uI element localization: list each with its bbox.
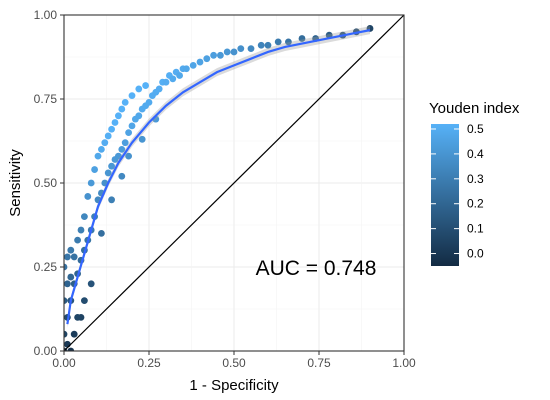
- data-point: [169, 75, 177, 83]
- data-point: [142, 82, 150, 89]
- data-point: [64, 253, 71, 261]
- data-point: [128, 92, 136, 100]
- data-point: [135, 85, 143, 93]
- data-point: [196, 58, 204, 66]
- data-point: [162, 78, 170, 86]
- legend-tick-label: 0.0: [467, 247, 484, 261]
- legend-ticks: 0.5 0.4 0.3 0.2 0.1 0.0: [431, 122, 484, 261]
- data-point: [118, 146, 126, 153]
- data-point: [247, 45, 255, 52]
- data-point: [298, 35, 306, 42]
- data-point: [111, 119, 119, 126]
- smooth-band: [66, 26, 371, 329]
- data-point: [125, 152, 132, 160]
- data-point: [98, 146, 105, 153]
- data-point: [64, 330, 68, 338]
- data-point: [81, 297, 88, 304]
- data-point: [115, 152, 122, 160]
- data-point: [237, 45, 245, 52]
- x-tick-label: 0.75: [307, 356, 331, 370]
- diagonal-reference-line: [63, 14, 405, 352]
- data-point: [264, 41, 272, 49]
- data-point: [101, 139, 109, 147]
- data-point: [210, 51, 218, 59]
- data-point: [74, 236, 81, 244]
- y-tick-label: 0.50: [34, 176, 58, 190]
- data-point: [81, 213, 88, 221]
- y-tick-label: 0.75: [34, 92, 58, 106]
- data-point: [64, 297, 68, 304]
- legend-tick-label: 0.2: [467, 197, 484, 211]
- data-point: [94, 152, 102, 160]
- data-point: [183, 65, 190, 73]
- data-point: [145, 98, 153, 106]
- x-tick-label: 0.00: [52, 356, 76, 370]
- scatter-points: [64, 25, 374, 351]
- y-tick-label: 0.00: [34, 344, 58, 358]
- data-point: [121, 98, 129, 106]
- y-tick-label: 1.00: [34, 8, 58, 22]
- data-point: [108, 125, 115, 133]
- data-point: [115, 112, 122, 120]
- data-point: [189, 62, 197, 69]
- data-point: [230, 48, 238, 56]
- data-point: [84, 193, 92, 200]
- data-point: [108, 162, 115, 170]
- data-point: [67, 347, 75, 351]
- data-point: [176, 72, 184, 79]
- legend-tick-label: 0.3: [467, 172, 484, 186]
- data-point: [104, 169, 112, 177]
- y-axis-ticks: 0.00 0.25 0.50 0.75 1.00: [34, 8, 64, 358]
- auc-annotation: AUC = 0.748: [256, 257, 377, 280]
- data-point: [118, 105, 126, 113]
- data-point: [64, 280, 71, 288]
- data-point: [257, 41, 265, 49]
- data-point: [118, 172, 126, 180]
- smooth-line: [66, 29, 371, 325]
- legend: Youden index 0.5 0.4 0.3 0.2 0.1 0.0: [429, 100, 520, 266]
- legend-tick-label: 0.4: [467, 147, 484, 161]
- data-point: [217, 51, 224, 59]
- y-tick-label: 0.25: [34, 260, 58, 274]
- data-point: [70, 253, 78, 261]
- data-point: [135, 112, 143, 120]
- x-tick-label: 0.50: [222, 356, 246, 370]
- data-point: [67, 273, 75, 281]
- x-tick-label: 0.25: [137, 356, 161, 370]
- data-point: [70, 330, 78, 338]
- legend-title: Youden index: [429, 100, 520, 117]
- data-point: [104, 132, 112, 140]
- x-axis-ticks: 0.00 0.25 0.50 0.75 1.00: [52, 351, 416, 370]
- legend-tick-label: 0.5: [467, 122, 484, 136]
- data-point: [223, 48, 231, 56]
- x-tick-label: 1.00: [392, 356, 416, 370]
- data-point: [77, 226, 85, 234]
- data-point: [285, 38, 292, 46]
- legend-colorbar: [431, 124, 459, 266]
- data-point: [98, 230, 105, 237]
- data-point: [87, 179, 95, 187]
- data-point: [274, 38, 282, 46]
- data-point: [121, 139, 129, 147]
- data-point: [87, 280, 95, 288]
- data-point: [138, 135, 146, 143]
- x-axis-title: 1 - Specificity: [189, 377, 279, 394]
- data-point: [74, 314, 81, 321]
- data-point: [64, 263, 68, 271]
- data-point: [203, 55, 211, 63]
- data-point: [64, 340, 71, 348]
- y-axis-title: Sensitivity: [7, 149, 24, 217]
- legend-tick-label: 0.1: [467, 222, 484, 236]
- data-point: [67, 246, 75, 254]
- data-point: [128, 122, 136, 130]
- data-point: [108, 196, 115, 204]
- data-point: [155, 85, 163, 93]
- data-point: [125, 129, 132, 137]
- data-point: [91, 166, 98, 173]
